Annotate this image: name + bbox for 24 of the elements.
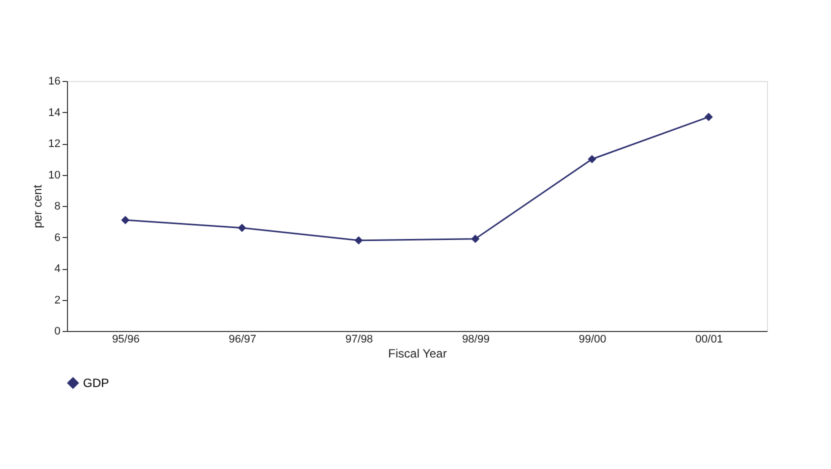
x-tick-label: 95/96 <box>112 334 140 346</box>
x-tick-label: 97/98 <box>345 334 373 346</box>
point <box>471 234 480 243</box>
x-axis-title: Fiscal Year <box>388 346 447 360</box>
y-axis-title: per cent <box>30 184 44 228</box>
y-tick-label: 4 <box>54 263 60 275</box>
legend-label: GDP <box>83 376 110 390</box>
y-tick-label: 6 <box>54 232 60 244</box>
point <box>354 236 363 245</box>
y-tick-label: 8 <box>54 200 60 212</box>
x-tick-label: 00/01 <box>695 334 723 346</box>
y-tick-label: 10 <box>48 169 60 182</box>
point <box>238 224 246 232</box>
x-tick-label: 96/97 <box>228 334 256 346</box>
y-tick-label: 2 <box>54 294 60 306</box>
x-tick-label: 99/00 <box>578 334 606 346</box>
y-tick-label: 16 <box>48 76 60 88</box>
point <box>121 216 130 224</box>
y-tick-label: 0 <box>54 326 60 338</box>
y-tick-label: 12 <box>48 138 60 150</box>
x-tick-label: 98/99 <box>462 334 490 346</box>
y-tick-label: 14 <box>48 106 60 119</box>
point <box>704 112 713 122</box>
point <box>588 154 596 164</box>
